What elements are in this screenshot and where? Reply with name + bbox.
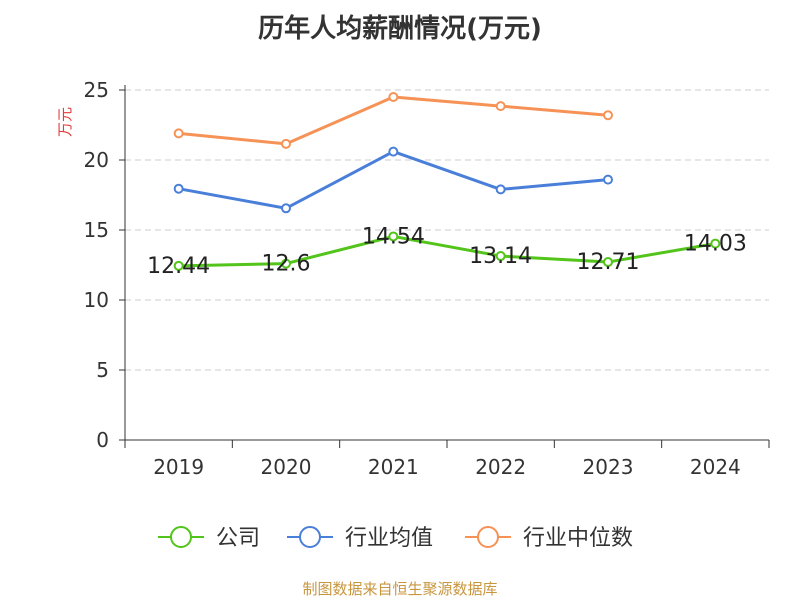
data-point-2 (388, 92, 399, 102)
data-point-1 (495, 184, 506, 195)
data-point-2 (173, 128, 184, 139)
y-tick-label: 0 (96, 428, 109, 452)
data-point-2 (603, 110, 613, 121)
x-tick-label: 2023 (583, 455, 634, 479)
y-tick-label: 5 (96, 358, 109, 382)
legend-marker-circle (170, 526, 192, 548)
data-label: 12.71 (577, 250, 640, 275)
series-line-1 (178, 150, 609, 210)
data-point-1 (173, 183, 184, 194)
x-tick-label: 2019 (153, 455, 204, 479)
data-point-0 (388, 231, 399, 242)
x-tick-label: 2022 (475, 455, 526, 479)
legend-marker-circle (299, 526, 321, 548)
data-point-0 (710, 238, 721, 249)
data-label: 13.14 (469, 244, 532, 269)
y-tick-label: 10 (84, 288, 109, 312)
x-tick-label: 2020 (261, 455, 312, 479)
data-label: 12.44 (147, 254, 210, 279)
data-point-2 (495, 101, 506, 112)
data-label: 14.03 (684, 232, 747, 257)
data-point-1 (388, 146, 399, 157)
series-line-2 (178, 95, 609, 146)
data-label: 14.54 (362, 224, 425, 249)
legend-label: 行业中位数 (523, 526, 633, 551)
x-tick-label: 2021 (368, 455, 419, 479)
data-point-0 (173, 260, 184, 271)
y-tick-label: 25 (84, 78, 109, 102)
data-point-0 (495, 251, 506, 262)
legend-marker-circle (477, 526, 499, 548)
y-axis-label: 万元 (56, 107, 74, 137)
x-tick-label: 2024 (690, 455, 741, 479)
chart-title: 历年人均薪酬情况(万元) (258, 14, 542, 44)
legend-label: 行业均值 (345, 526, 433, 551)
data-point-0 (603, 257, 613, 268)
legend-label: 公司 (216, 526, 260, 551)
data-label: 12.6 (262, 252, 311, 277)
data-point-0 (281, 258, 291, 269)
y-tick-label: 15 (84, 218, 109, 242)
series-line-0 (178, 234, 716, 268)
data-point-2 (281, 138, 291, 149)
data-point-1 (281, 203, 291, 214)
data-point-1 (603, 174, 613, 185)
source-note: 制图数据来自恒生聚源数据库 (302, 580, 498, 598)
y-tick-label: 20 (84, 148, 109, 172)
